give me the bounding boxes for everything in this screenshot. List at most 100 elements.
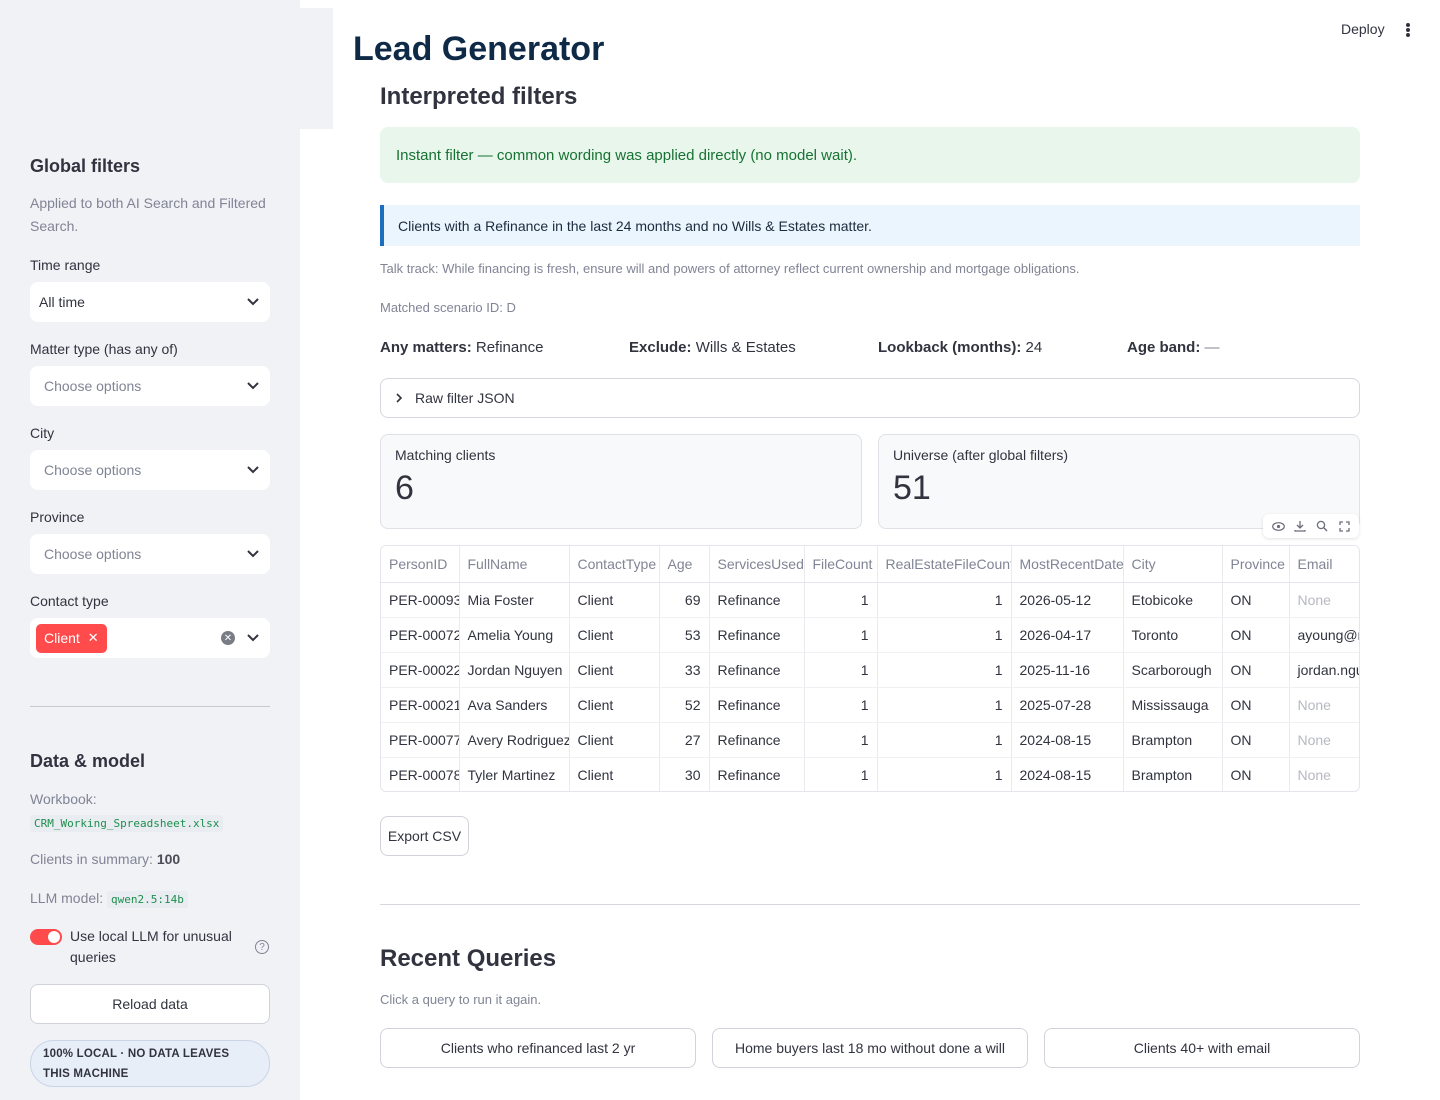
table-body: PER-00093 Mia Foster Client 69 Refinance 1 1 20… bbox=[381, 582, 1359, 791]
column-header[interactable]: ServicesUsed bbox=[709, 546, 805, 583]
table-cell: 30 bbox=[659, 757, 710, 791]
table-cell: Amelia Young bbox=[459, 617, 570, 653]
export-csv-button[interactable]: Export CSV bbox=[380, 816, 469, 856]
column-header[interactable]: Province bbox=[1222, 546, 1290, 583]
table-cell: 1 bbox=[804, 617, 878, 653]
close-icon[interactable]: ✕ bbox=[87, 630, 99, 645]
chevron-down-icon bbox=[245, 378, 261, 394]
table-cell: 1 bbox=[877, 617, 1012, 653]
column-header[interactable]: City bbox=[1123, 546, 1223, 583]
table-cell: 2025-11-16 bbox=[1011, 652, 1124, 688]
search-icon[interactable] bbox=[1315, 519, 1329, 533]
table-cell: Client bbox=[569, 617, 660, 653]
table-cell: None bbox=[1289, 722, 1359, 758]
success-alert: Instant filter — common wording was appl… bbox=[380, 127, 1360, 183]
province-select[interactable]: Choose options bbox=[30, 534, 270, 574]
llm-model-label: LLM model: bbox=[30, 890, 104, 906]
time-range-label: Time range bbox=[30, 257, 101, 273]
fullscreen-icon[interactable] bbox=[1337, 519, 1351, 533]
table-row[interactable]: PER-00022 Jordan Nguyen Client 33 Refinance 1… bbox=[381, 652, 1359, 688]
local-llm-toggle-label: Use local LLM for unusual queries bbox=[70, 928, 232, 965]
lookback-label: Lookback (months): bbox=[878, 339, 1022, 356]
table-cell: Client bbox=[569, 757, 660, 791]
table-row[interactable]: PER-00021 Ava Sanders Client 52 Refinance 1 1 2… bbox=[381, 687, 1359, 723]
table-row[interactable]: PER-00072 Amelia Young Client 53 Refinance 1 1… bbox=[381, 617, 1359, 653]
table-cell: Client bbox=[569, 652, 660, 688]
column-header[interactable]: RealEstateFileCount bbox=[877, 546, 1012, 583]
city-label: City bbox=[30, 425, 55, 441]
table-cell: Client bbox=[569, 722, 660, 758]
column-header[interactable]: ContactType bbox=[569, 546, 660, 583]
table-row[interactable]: PER-00077 Avery Rodriguez Client 27 Refinanc… bbox=[381, 722, 1359, 758]
clients-summary-label: Clients in summary: bbox=[30, 851, 153, 867]
filter-lookback: Lookback (months): 24 bbox=[878, 339, 1042, 356]
contact-type-chip[interactable]: Client ✕ bbox=[36, 623, 107, 653]
lookback-value: 24 bbox=[1025, 339, 1043, 356]
table-cell: Etobicoke bbox=[1123, 582, 1223, 618]
province-label: Province bbox=[30, 509, 85, 525]
interpreted-filters-heading: Interpreted filters bbox=[380, 83, 578, 110]
table-cell: PER-00078 bbox=[381, 757, 460, 791]
table-cell: 1 bbox=[804, 757, 878, 791]
table-row[interactable]: PER-00093 Mia Foster Client 69 Refinance 1 1 20… bbox=[381, 582, 1359, 618]
results-table[interactable]: PersonID FullName ContactType Age ServicesUs… bbox=[380, 545, 1360, 792]
contact-type-select[interactable]: Client ✕ ✕ bbox=[30, 618, 270, 658]
clients-summary: Clients in summary: 100 bbox=[30, 851, 180, 867]
section-divider bbox=[380, 904, 1360, 905]
table-cell: Toronto bbox=[1123, 617, 1223, 653]
table-cell: Avery Rodriguez bbox=[459, 722, 570, 758]
table-cell: Mia Foster bbox=[459, 582, 570, 618]
download-icon[interactable] bbox=[1293, 519, 1307, 533]
clear-icon[interactable]: ✕ bbox=[221, 631, 235, 645]
table-cell: ON bbox=[1222, 722, 1290, 758]
table-cell: 69 bbox=[659, 582, 710, 618]
eye-icon[interactable] bbox=[1271, 519, 1285, 533]
table-toolbar bbox=[1263, 514, 1359, 538]
local-llm-toggle[interactable] bbox=[30, 929, 62, 945]
table-cell: Refinance bbox=[709, 757, 805, 791]
recent-query-button[interactable]: Clients who refinanced last 2 yr bbox=[380, 1028, 696, 1068]
matter-type-label: Matter type (has any of) bbox=[30, 341, 178, 357]
table-cell: PER-00022 bbox=[381, 652, 460, 688]
table-cell: 52 bbox=[659, 687, 710, 723]
table-cell: 1 bbox=[877, 652, 1012, 688]
column-header[interactable]: MostRecentDate bbox=[1011, 546, 1124, 583]
table-cell: 2024-08-15 bbox=[1011, 722, 1124, 758]
sidebar-divider bbox=[30, 706, 270, 707]
table-cell: Scarborough bbox=[1123, 652, 1223, 688]
table-cell: 1 bbox=[804, 722, 878, 758]
help-icon[interactable]: ? bbox=[255, 940, 269, 954]
more-options-icon[interactable] bbox=[1400, 20, 1416, 40]
matter-type-placeholder: Choose options bbox=[44, 378, 142, 394]
table-cell: 1 bbox=[877, 722, 1012, 758]
table-cell: Refinance bbox=[709, 722, 805, 758]
workbook-code: CRM_Working_Spreadsheet.xlsx bbox=[30, 815, 224, 832]
column-header[interactable]: FileCount bbox=[804, 546, 878, 583]
contact-type-label: Contact type bbox=[30, 593, 109, 609]
age-value: — bbox=[1204, 339, 1220, 356]
info-alert: Clients with a Refinance in the last 24 … bbox=[380, 205, 1360, 246]
column-header[interactable]: Email bbox=[1289, 546, 1359, 583]
city-select[interactable]: Choose options bbox=[30, 450, 270, 490]
metric-matching-clients: Matching clients 6 bbox=[380, 434, 862, 529]
table-cell: 27 bbox=[659, 722, 710, 758]
table-cell: 33 bbox=[659, 652, 710, 688]
deploy-button[interactable]: Deploy bbox=[1341, 21, 1385, 37]
table-header-row: PersonID FullName ContactType Age ServicesUs… bbox=[381, 546, 1359, 583]
table-cell: Brampton bbox=[1123, 757, 1223, 791]
matter-type-select[interactable]: Choose options bbox=[30, 366, 270, 406]
recent-query-button[interactable]: Clients 40+ with email bbox=[1044, 1028, 1360, 1068]
table-cell: PER-00072 bbox=[381, 617, 460, 653]
metric-universe: Universe (after global filters) 51 bbox=[878, 434, 1360, 529]
table-row[interactable]: PER-00078 Tyler Martinez Client 30 Refinance… bbox=[381, 757, 1359, 791]
table-cell: ON bbox=[1222, 582, 1290, 618]
time-range-select[interactable]: All time bbox=[30, 282, 270, 322]
column-header[interactable]: FullName bbox=[459, 546, 570, 583]
reload-data-button[interactable]: Reload data bbox=[30, 984, 270, 1024]
raw-filter-json-expander[interactable]: Raw filter JSON bbox=[380, 378, 1360, 418]
column-header[interactable]: Age bbox=[659, 546, 710, 583]
recent-query-button[interactable]: Home buyers last 18 mo without done a wi… bbox=[712, 1028, 1028, 1068]
column-header[interactable]: PersonID bbox=[381, 546, 460, 583]
chevron-down-icon bbox=[245, 294, 261, 310]
table-cell: ON bbox=[1222, 757, 1290, 791]
